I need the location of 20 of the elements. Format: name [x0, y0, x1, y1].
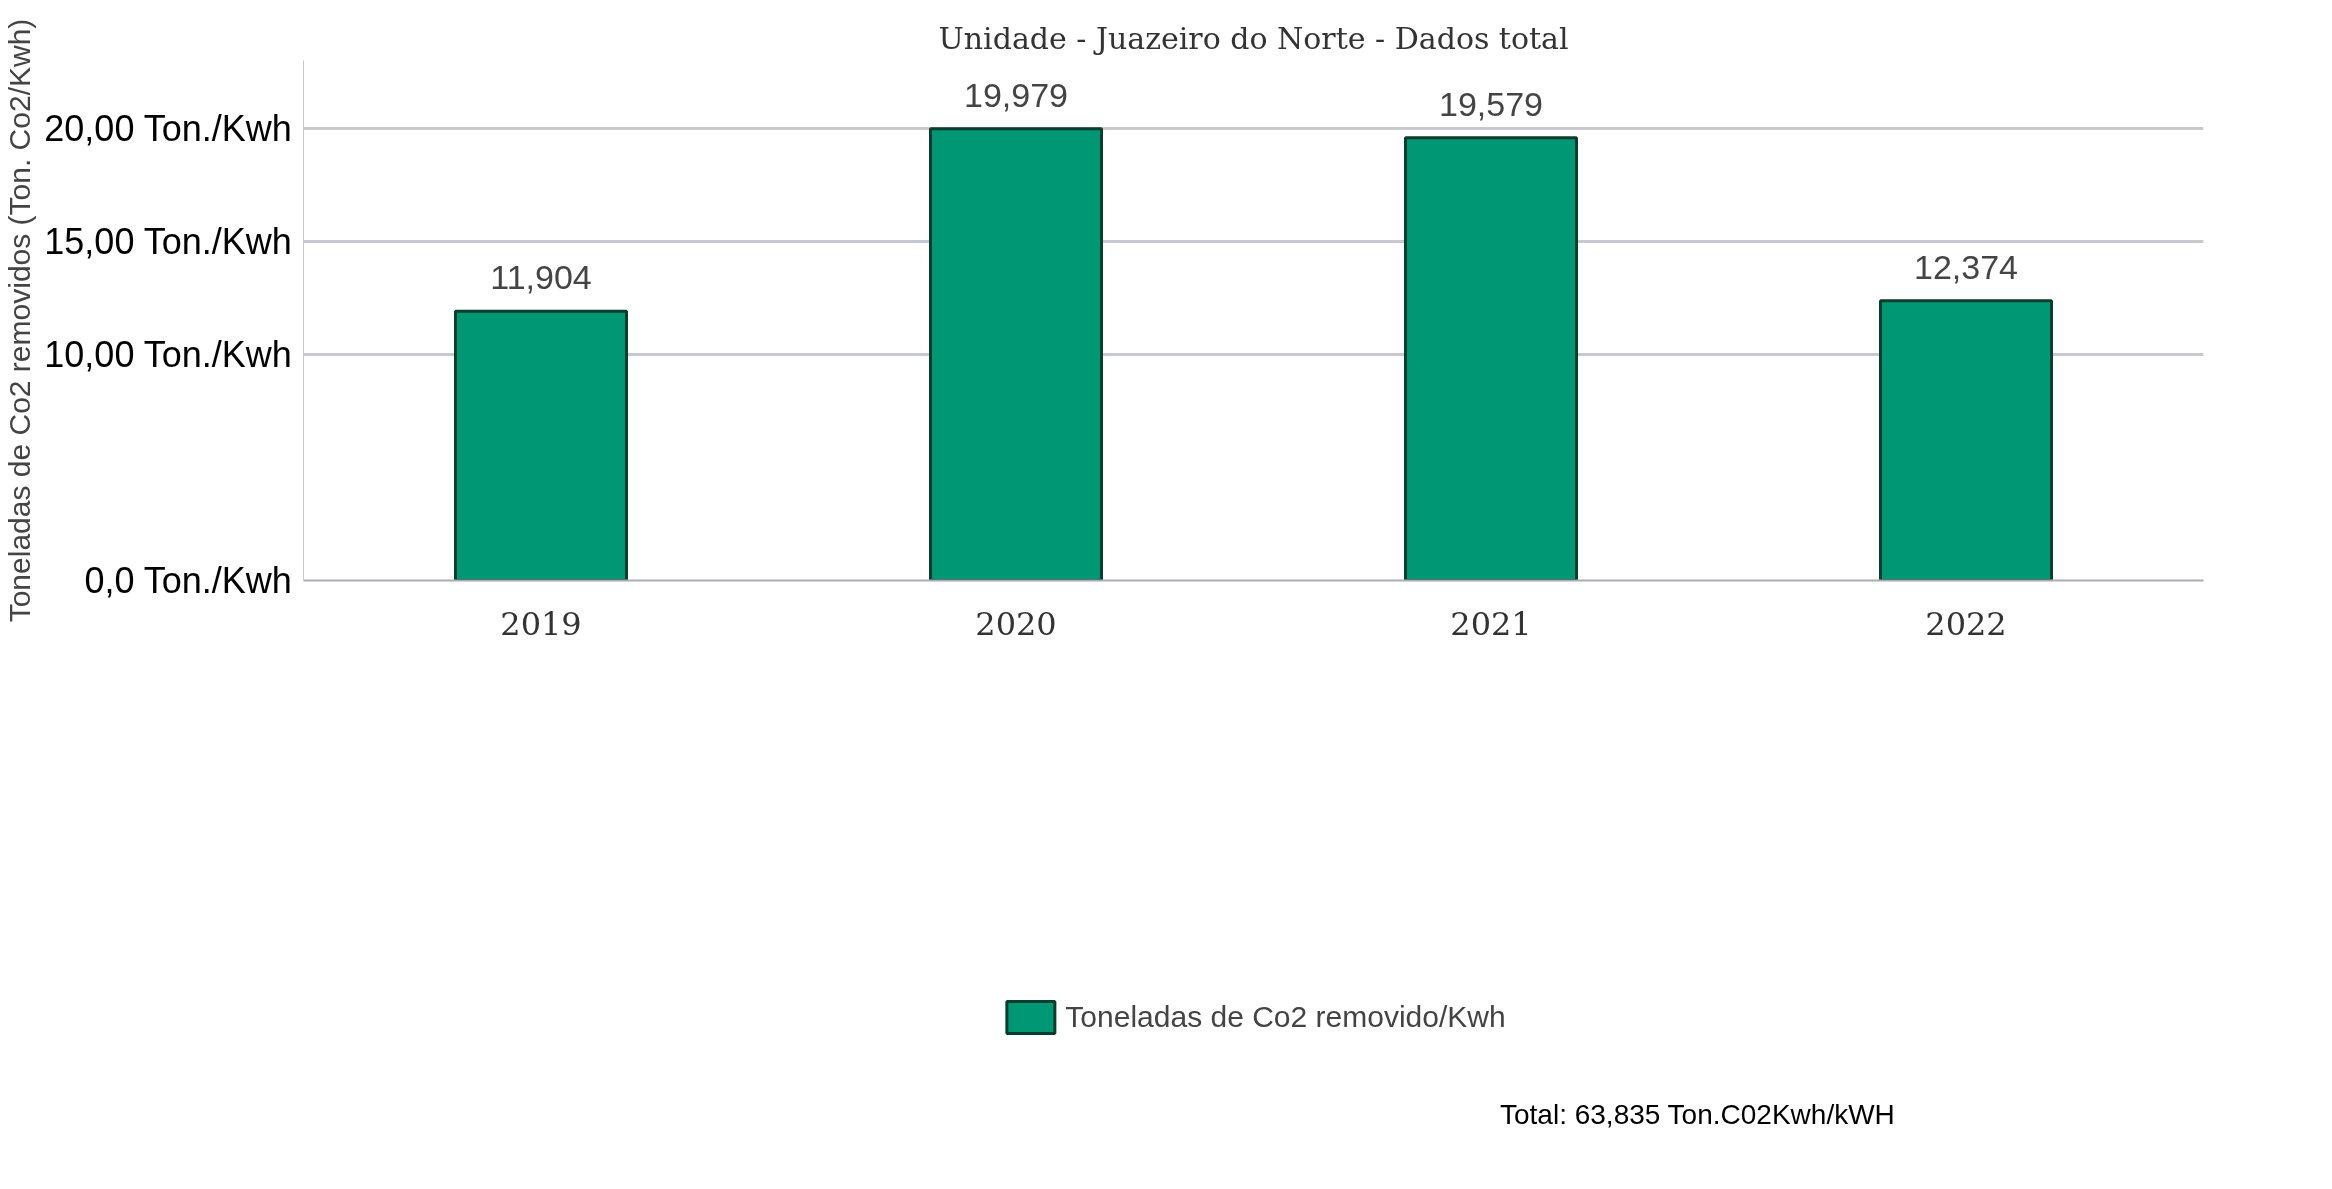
y-axis-title: Toneladas de Co2 removidos (Ton. Co2/Kwh) — [3, 18, 37, 623]
y-tick-label: 0,0 Ton./Kwh — [84, 560, 292, 601]
y-tick-label: 10,00 Ton./Kwh — [44, 333, 292, 375]
bar — [1404, 136, 1578, 581]
y-tick-label: 15,00 Ton./Kwh — [44, 220, 292, 262]
x-tick-label: 2019 — [500, 604, 582, 643]
legend-label: Toneladas de Co2 removido/Kwh — [1065, 1000, 1506, 1034]
y-tick-label: 20,00 Ton./Kwh — [44, 107, 292, 149]
text: 12,374 — [1914, 247, 2018, 286]
chart-title: Unidade - Juazeiro do Norte - Dados total — [938, 20, 1569, 56]
bar — [454, 309, 628, 581]
x-tick-label: 2020 — [975, 604, 1057, 643]
text: 19,979 — [964, 75, 1068, 114]
bar — [929, 127, 1103, 581]
text: 11,904 — [490, 258, 592, 297]
x-tick-label: 2022 — [1925, 604, 2007, 643]
text: 19,579 — [1439, 84, 1543, 123]
bar — [1879, 299, 2053, 581]
x-tick-label: 2021 — [1450, 604, 1532, 643]
text: Total: 63,835 Ton.C02Kwh/kWH — [1500, 1098, 1895, 1132]
